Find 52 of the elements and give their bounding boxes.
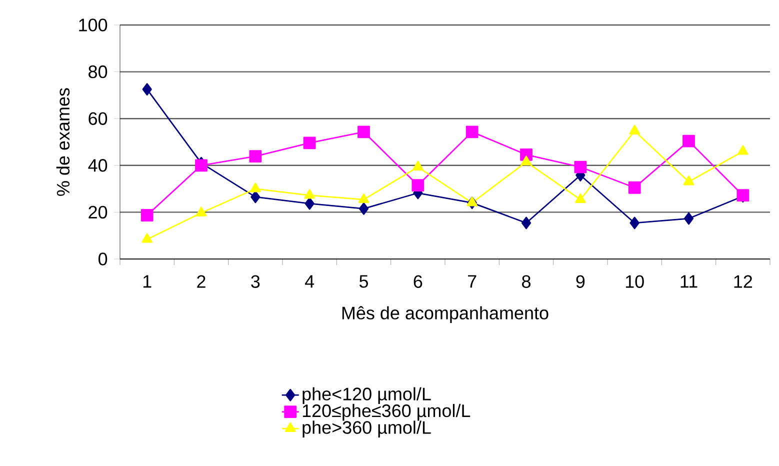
- point: [303, 136, 316, 150]
- point: [629, 124, 640, 134]
- x-tick-label: 8: [522, 275, 530, 288]
- legend-label: 120≤phe≤360 µmol/L: [302, 404, 470, 421]
- point: [684, 212, 694, 225]
- x-tick-label: 1: [143, 275, 152, 288]
- x-tick-label: 9: [576, 275, 585, 288]
- legend-label: phe<120 µmol/L: [302, 387, 431, 404]
- y-tick-label: 80: [88, 65, 108, 78]
- point: [682, 134, 695, 148]
- point: [250, 182, 261, 192]
- point: [304, 197, 314, 210]
- point: [142, 83, 152, 96]
- point: [412, 179, 424, 192]
- legend-label: phe>360 µmol/L: [302, 420, 431, 438]
- x-tick-label: 3: [251, 275, 260, 288]
- point: [628, 181, 641, 194]
- point: [358, 202, 369, 215]
- point: [520, 156, 532, 166]
- point: [304, 189, 316, 199]
- x-tick-label: 7: [468, 275, 476, 288]
- point: [574, 193, 586, 204]
- y-tick-label: 0: [98, 252, 108, 266]
- x-tick-label: 2: [197, 275, 206, 288]
- point: [196, 206, 207, 216]
- point: [250, 190, 260, 204]
- point: [466, 196, 478, 206]
- point: [412, 160, 424, 170]
- point: [683, 176, 694, 186]
- x-tick-label: 6: [414, 275, 422, 288]
- x-tick-label: 5: [359, 275, 368, 288]
- y-tick-label: 100: [79, 18, 108, 32]
- y-axis-title: % de exames: [56, 88, 70, 196]
- y-tick-label: 60: [88, 112, 108, 125]
- x-axis-title: Mês de acompanhamento: [342, 306, 548, 323]
- point: [466, 126, 478, 138]
- point: [358, 193, 370, 204]
- x-tick-label: 10: [626, 275, 644, 288]
- point: [249, 150, 262, 162]
- point: [630, 216, 640, 230]
- x-tick-label: 12: [734, 275, 752, 288]
- x-tick-label: 11: [680, 275, 698, 288]
- y-tick-label: 20: [88, 206, 108, 219]
- y-tick-label: 40: [88, 159, 108, 172]
- point: [737, 145, 748, 155]
- point: [195, 159, 208, 172]
- x-tick-label: 4: [304, 275, 314, 288]
- point: [142, 233, 153, 243]
- point: [358, 126, 370, 138]
- point: [140, 209, 154, 222]
- point: [574, 160, 587, 174]
- point: [521, 216, 532, 230]
